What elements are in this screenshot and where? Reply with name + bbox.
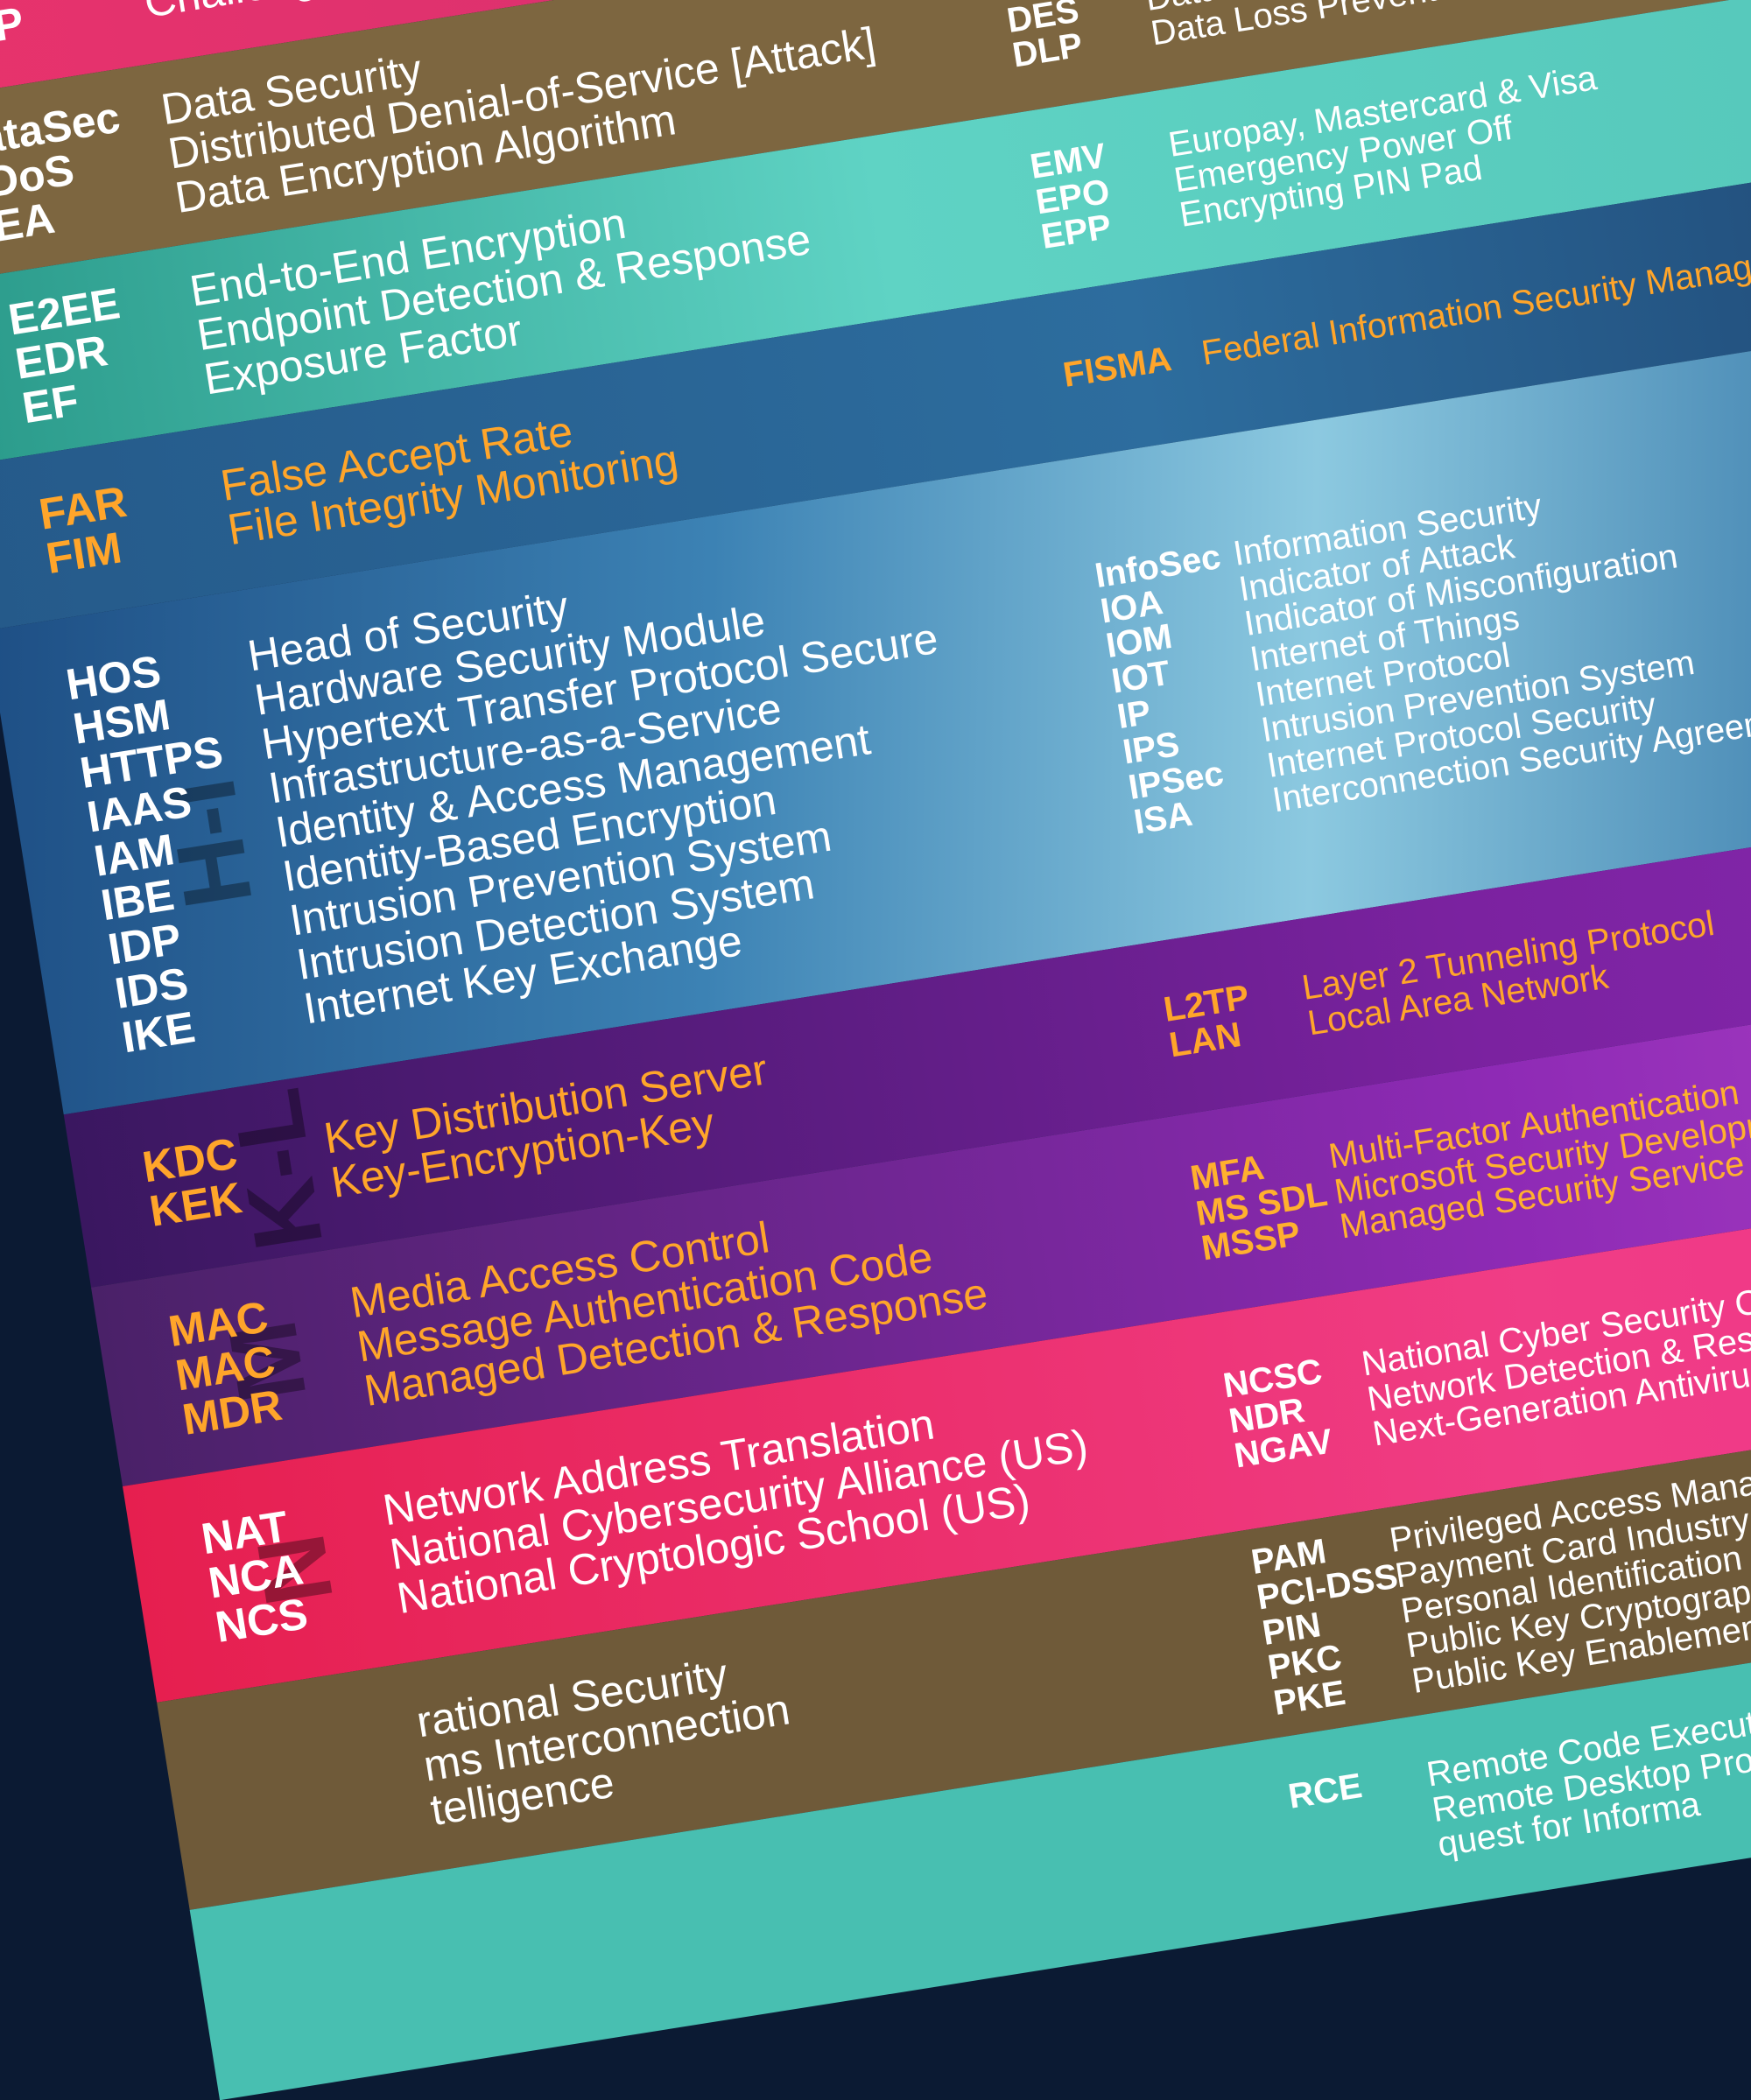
acronym: FISMA xyxy=(1060,339,1175,395)
acronym: AP xyxy=(0,0,27,56)
acronym xyxy=(251,1825,432,1854)
acronym-meaning: Data Loss Prevention xyxy=(1148,0,1486,53)
acronym-column xyxy=(259,1899,289,2089)
acronym xyxy=(1302,1857,1440,1879)
